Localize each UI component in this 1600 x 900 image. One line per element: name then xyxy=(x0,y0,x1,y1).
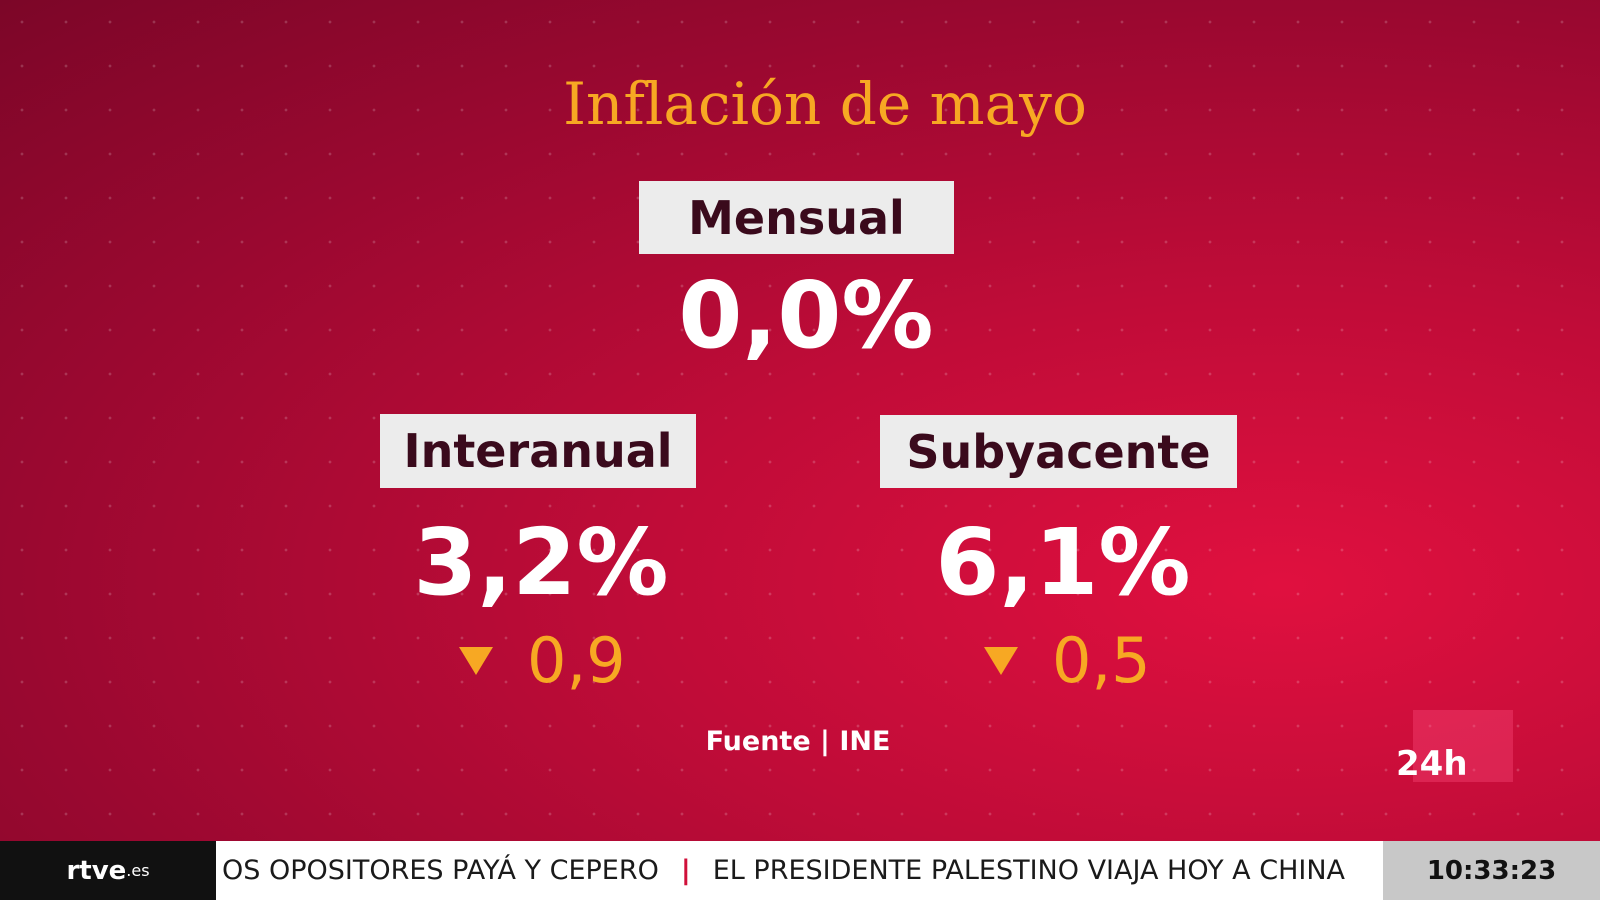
ticker-item: EL PRESIDENTE PALESTINO VIAJA HOY A CHIN… xyxy=(712,855,1346,886)
ticker-separator: | xyxy=(680,855,691,886)
panel-value: 0,0% xyxy=(678,262,934,369)
change-value: 0,9 xyxy=(527,624,626,697)
source: Fuente | INE xyxy=(705,726,891,757)
panel-label: Mensual xyxy=(639,181,954,254)
title: Inflación de mayo xyxy=(563,70,1087,138)
logo-backdrop xyxy=(1413,710,1513,782)
ticker-item: OS OPOSITORES PAYÁ Y CEPERO xyxy=(222,855,659,886)
panel-value: 3,2% xyxy=(413,509,669,616)
panel-label: Interanual xyxy=(380,414,696,488)
panel-label: Subyacente xyxy=(880,415,1237,488)
news-ticker: rtve .es OS OPOSITORES PAYÁ Y CEPERO | EL… xyxy=(0,841,1600,900)
panel-change: 0,5 xyxy=(984,624,1151,697)
panel-change: 0,9 xyxy=(459,624,626,697)
channel-logo: 24h xyxy=(1396,744,1468,784)
panel-value: 6,1% xyxy=(935,509,1191,616)
logo-suffix: .es xyxy=(126,861,150,880)
logo-text: rtve xyxy=(66,855,127,886)
down-arrow xyxy=(459,646,493,675)
change-value: 0,5 xyxy=(1052,624,1151,697)
ticker-logo: rtve .es xyxy=(0,841,216,900)
ticker-text: OS OPOSITORES PAYÁ Y CEPERO | EL PRESIDE… xyxy=(216,841,1383,900)
down-arrow xyxy=(984,646,1018,675)
ticker-time: 10:33:23 xyxy=(1383,841,1600,900)
